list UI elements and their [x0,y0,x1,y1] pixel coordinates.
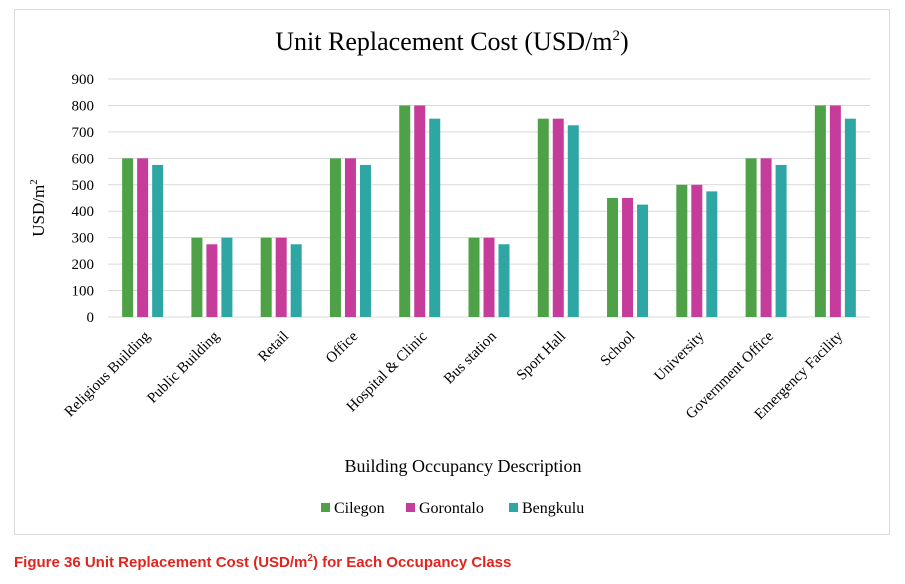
bar-gorontalo-3 [344,158,356,317]
legend-swatch-gorontalo [406,503,415,512]
bar-cilegon-3 [329,158,341,317]
legend-swatch-bengkulu [509,503,518,512]
x-tick-label: Bus station [441,328,500,387]
bar-gorontalo-0 [137,158,149,317]
x-axis-label: Building Occupancy Description [345,456,582,476]
bar-gorontalo-4 [414,105,426,317]
bar-gorontalo-1 [206,244,218,317]
bar-bengkulu-0 [152,164,164,317]
bars [122,105,856,318]
x-tick-label: Public Building [145,328,224,407]
bar-cilegon-6 [537,118,549,318]
chart-title: Unit Replacement Cost (USD/m2) [275,27,628,56]
y-tick-label: 900 [72,72,95,88]
bar-bengkulu-3 [359,164,371,317]
y-tick-label: 100 [72,284,95,300]
bar-bengkulu-9 [775,164,787,317]
bar-cilegon-0 [122,158,134,317]
bar-cilegon-9 [745,158,757,317]
gridlines [108,78,870,318]
y-tick-label: 0 [87,310,95,326]
bar-cilegon-2 [260,237,272,317]
bar-gorontalo-9 [760,158,772,317]
figure-caption: Figure 36 Unit Replacement Cost (USD/m2)… [14,553,512,571]
bar-cilegon-8 [676,184,688,317]
bar-bengkulu-1 [221,237,233,317]
y-axis-label: USD/m2 [28,179,48,236]
x-tick-label: Sport Hall [514,329,569,384]
bar-gorontalo-5 [483,237,495,317]
x-tick-label: Religious Building [62,328,154,420]
bar-gorontalo-10 [829,105,841,317]
bar-cilegon-4 [399,105,411,317]
bar-gorontalo-2 [275,237,287,317]
bar-bengkulu-7 [637,204,649,317]
legend-label-cilegon: Cilegon [334,500,385,517]
y-tick-label: 500 [72,178,95,194]
bar-cilegon-7 [607,198,619,317]
x-tick-label: Retail [255,329,292,366]
legend-label-gorontalo: Gorontalo [419,500,484,517]
bar-bengkulu-6 [567,125,579,318]
bar-gorontalo-7 [622,198,634,317]
bar-gorontalo-6 [552,118,564,318]
y-tick-label: 800 [72,98,95,114]
y-tick-label: 200 [72,257,95,273]
bar-bengkulu-2 [290,244,302,317]
bar-gorontalo-8 [691,184,703,317]
x-tick-label: School [598,329,639,370]
x-tick-label: University [652,328,708,384]
bar-bengkulu-4 [429,118,441,318]
bar-bengkulu-8 [706,191,718,317]
bar-cilegon-5 [468,237,480,317]
y-axis-ticks: 0 100 200 300 400 500 600 700 800 900 [72,72,95,326]
bar-bengkulu-5 [498,244,510,317]
bar-cilegon-10 [814,105,826,317]
legend-label-bengkulu: Bengkulu [522,500,584,517]
legend-swatch-cilegon [321,503,330,512]
y-tick-label: 400 [72,204,95,220]
y-tick-label: 300 [72,231,95,247]
y-tick-label: 700 [72,125,95,141]
bar-cilegon-1 [191,237,203,317]
bar-bengkulu-10 [844,118,856,318]
x-tick-label: Office [323,328,361,366]
legend: Cilegon Gorontalo Bengkulu [321,500,584,517]
y-tick-label: 600 [72,151,95,167]
